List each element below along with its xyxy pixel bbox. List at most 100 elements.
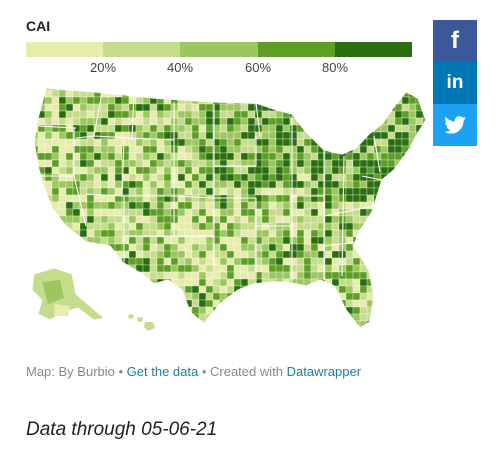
county-cell[interactable] (408, 152, 417, 161)
county-cell[interactable] (310, 299, 319, 308)
county-cell[interactable] (430, 321, 434, 328)
county-cell[interactable] (44, 229, 53, 238)
county-cell[interactable] (184, 257, 193, 266)
county-cell[interactable] (135, 187, 144, 196)
county-cell[interactable] (59, 76, 66, 83)
county-cell[interactable] (65, 131, 74, 140)
county-cell[interactable] (268, 201, 277, 210)
county-cell[interactable] (303, 159, 312, 168)
county-cell[interactable] (352, 166, 361, 175)
county-cell[interactable] (184, 117, 193, 126)
county-cell[interactable] (331, 159, 340, 168)
county-cell[interactable] (416, 76, 423, 83)
county-cell[interactable] (373, 250, 382, 259)
county-cell[interactable] (226, 306, 235, 315)
county-cell[interactable] (163, 131, 172, 140)
county-cell[interactable] (226, 117, 235, 126)
county-cell[interactable] (366, 327, 375, 335)
county-cell[interactable] (359, 313, 368, 322)
county-cell[interactable] (58, 117, 67, 126)
county-cell[interactable] (345, 138, 354, 147)
county-cell[interactable] (408, 117, 417, 126)
county-cell[interactable] (44, 243, 53, 252)
county-cell[interactable] (156, 250, 165, 259)
county-cell[interactable] (310, 103, 319, 112)
county-cell[interactable] (394, 201, 403, 210)
county-cell[interactable] (387, 215, 396, 224)
county-cell[interactable] (177, 327, 186, 335)
county-cell[interactable] (184, 250, 193, 259)
county-cell[interactable] (233, 313, 242, 322)
county-cell[interactable] (219, 271, 228, 280)
county-cell[interactable] (339, 335, 346, 342)
county-cell[interactable] (93, 327, 102, 335)
county-cell[interactable] (107, 110, 116, 119)
county-cell[interactable] (345, 264, 354, 273)
county-cell[interactable] (408, 236, 417, 245)
county-cell[interactable] (423, 342, 430, 348)
county-cell[interactable] (310, 89, 319, 98)
county-cell[interactable] (261, 285, 270, 294)
county-cell[interactable] (107, 117, 116, 126)
county-cell[interactable] (156, 320, 165, 328)
county-cell[interactable] (86, 152, 95, 161)
county-cell[interactable] (142, 166, 151, 175)
county-cell[interactable] (310, 264, 319, 273)
county-cell[interactable] (135, 278, 144, 287)
county-cell[interactable] (303, 215, 312, 224)
county-cell[interactable] (338, 83, 347, 91)
county-cell[interactable] (352, 271, 361, 280)
county-cell[interactable] (128, 292, 137, 301)
county-cell[interactable] (408, 306, 417, 315)
county-cell[interactable] (198, 243, 207, 252)
county-cell[interactable] (268, 124, 277, 133)
county-cell[interactable] (226, 215, 235, 224)
county-cell[interactable] (149, 173, 158, 182)
county-cell[interactable] (408, 103, 417, 112)
county-cell[interactable] (268, 306, 277, 315)
county-cell[interactable] (415, 243, 424, 252)
county-cell[interactable] (367, 342, 374, 348)
county-cell[interactable] (282, 117, 291, 126)
county-cell[interactable] (248, 342, 255, 348)
county-cell[interactable] (156, 110, 165, 119)
county-cell[interactable] (331, 201, 340, 210)
county-cell[interactable] (128, 271, 137, 280)
county-cell[interactable] (254, 173, 263, 182)
county-cell[interactable] (219, 243, 228, 252)
county-cell[interactable] (401, 131, 410, 140)
county-cell[interactable] (261, 229, 270, 238)
county-cell[interactable] (205, 131, 214, 140)
county-cell[interactable] (86, 138, 95, 147)
county-cell[interactable] (394, 243, 403, 252)
county-cell[interactable] (373, 159, 382, 168)
county-cell[interactable] (289, 89, 298, 98)
county-cell[interactable] (149, 236, 158, 245)
county-cell[interactable] (37, 327, 46, 335)
county-cell[interactable] (100, 194, 109, 203)
county-cell[interactable] (275, 306, 284, 315)
county-cell[interactable] (226, 320, 235, 328)
county-cell[interactable] (156, 208, 165, 217)
county-cell[interactable] (31, 89, 39, 98)
county-cell[interactable] (352, 173, 361, 182)
county-cell[interactable] (107, 96, 116, 105)
county-cell[interactable] (191, 159, 200, 168)
county-cell[interactable] (24, 160, 31, 167)
county-cell[interactable] (135, 215, 144, 224)
county-cell[interactable] (352, 215, 361, 224)
county-cell[interactable] (135, 152, 144, 161)
county-cell[interactable] (198, 103, 207, 112)
county-cell[interactable] (268, 313, 277, 322)
county-cell[interactable] (422, 103, 430, 112)
county-cell[interactable] (191, 173, 200, 182)
county-cell[interactable] (359, 208, 368, 217)
county-cell[interactable] (65, 173, 74, 182)
datawrapper-link[interactable]: Datawrapper (286, 364, 362, 379)
county-cell[interactable] (156, 327, 165, 335)
county-cell[interactable] (261, 124, 270, 133)
county-cell[interactable] (261, 173, 270, 182)
county-cell[interactable] (156, 306, 165, 315)
county-cell[interactable] (149, 103, 158, 112)
county-cell[interactable] (387, 229, 396, 238)
